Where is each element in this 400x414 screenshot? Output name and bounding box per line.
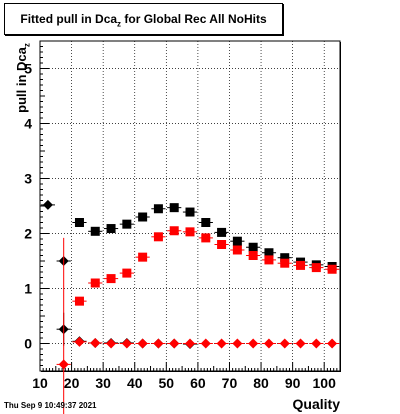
x-axis-label: Quality — [292, 396, 340, 412]
data-point-diamond — [42, 199, 53, 210]
data-point-diamond — [121, 338, 132, 349]
data-point-square — [327, 264, 337, 274]
x-tick-label: 30 — [95, 375, 111, 391]
data-point-square — [122, 219, 132, 229]
data-point-square — [201, 233, 211, 243]
data-point-square — [74, 296, 84, 306]
data-point-square — [185, 227, 195, 237]
timestamp: Thu Sep 9 10:49:37 2021 — [4, 401, 97, 410]
data-point-diamond — [90, 337, 101, 348]
data-point-square — [232, 245, 242, 255]
data-point-square — [280, 253, 290, 263]
data-point-square — [248, 251, 258, 260]
y-tick-label: 5 — [24, 61, 32, 77]
x-tick-label: 40 — [127, 375, 143, 391]
x-tick-label: 10 — [32, 375, 48, 391]
x-tick-label: 90 — [285, 375, 301, 391]
data-point-diamond — [153, 338, 164, 349]
data-point-diamond — [137, 338, 148, 349]
data-point-diamond — [185, 338, 195, 349]
x-tick-label: 70 — [222, 375, 238, 391]
data-point-square — [296, 260, 306, 270]
data-point-diamond — [263, 338, 274, 349]
data-point-square — [74, 218, 84, 227]
chart-title: Fitted pull in Dcaz for Global Rec All N… — [20, 12, 267, 29]
data-point-diamond — [279, 338, 290, 349]
data-point-square — [153, 232, 163, 242]
chart-title-box: Fitted pull in Dcaz for Global Rec All N… — [4, 3, 283, 35]
x-tick-label: 60 — [190, 375, 206, 391]
y-tick-label: 4 — [24, 116, 32, 132]
data-point-square — [217, 240, 227, 249]
data-point-diamond — [327, 338, 338, 349]
data-point-square — [169, 203, 179, 213]
y-axis-label: pull in Dcaz — [14, 43, 32, 113]
plot-frame — [39, 40, 341, 372]
data-point-square — [90, 226, 100, 236]
y-tick-label: 1 — [24, 281, 32, 297]
y-tick-label: 2 — [24, 226, 32, 242]
data-point-square — [217, 227, 227, 237]
x-tick-label: 50 — [159, 375, 175, 391]
data-point-square — [185, 207, 195, 217]
data-point-square — [138, 252, 148, 262]
x-tick-label: 20 — [64, 375, 80, 391]
data-point-square — [153, 204, 163, 214]
y-tick-label: 3 — [24, 171, 32, 187]
x-tick-label: 80 — [253, 375, 269, 391]
data-point-square — [248, 242, 258, 252]
data-point-square — [122, 268, 132, 278]
data-point-square — [264, 255, 274, 265]
data-point-square — [232, 236, 242, 246]
y-tick-label: 0 — [24, 336, 32, 352]
data-point-diamond — [216, 338, 227, 349]
data-point-diamond — [232, 338, 243, 349]
data-point-diamond — [295, 338, 306, 349]
data-point-square — [311, 263, 321, 273]
data-point-square — [201, 218, 211, 227]
x-tick-label: 100 — [313, 375, 337, 391]
data-point-diamond — [74, 336, 85, 347]
data-point-diamond — [106, 338, 117, 349]
data-point-square — [138, 212, 148, 222]
data-point-diamond — [248, 338, 259, 349]
data-point-square — [169, 226, 179, 236]
data-point-square — [264, 248, 274, 258]
data-point-square — [280, 258, 290, 268]
data-point-square — [90, 278, 100, 288]
data-point-diamond — [58, 359, 69, 370]
data-point-diamond — [200, 338, 211, 349]
data-point-diamond — [311, 338, 322, 349]
data-point-square — [106, 274, 116, 284]
data-point-diamond — [169, 338, 180, 349]
data-point-square — [106, 224, 116, 234]
